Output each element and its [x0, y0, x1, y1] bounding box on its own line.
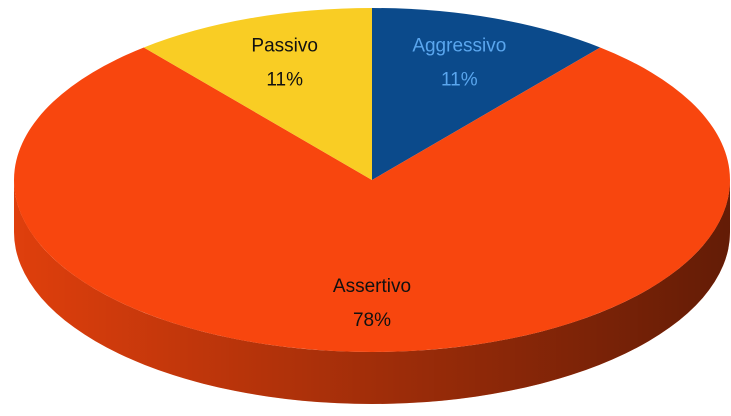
slice-value-label: 78%	[353, 310, 391, 331]
slice	[143, 8, 372, 180]
slice	[372, 8, 601, 180]
slice-value-label: 11%	[266, 69, 303, 90]
slice-label: Assertivo	[333, 276, 411, 297]
slice	[13, 47, 730, 353]
slice-value-label: 11%	[441, 69, 478, 90]
slice-label: Passivo	[251, 35, 318, 56]
slice-label: Aggressivo	[412, 35, 506, 56]
slice-side-shade	[14, 180, 730, 404]
